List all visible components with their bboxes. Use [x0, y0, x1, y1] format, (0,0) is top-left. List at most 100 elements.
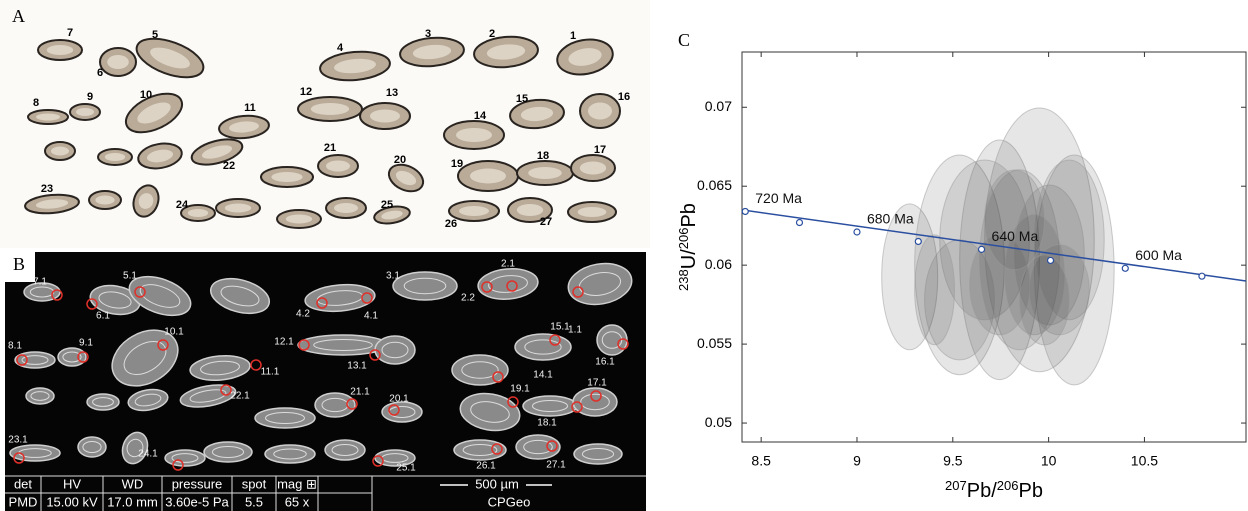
grain-core — [46, 45, 74, 55]
grain-core — [334, 58, 376, 74]
spot-label: 2.2 — [461, 293, 475, 304]
spot-label: 22.1 — [230, 391, 250, 402]
y-tick-label: 0.06 — [705, 256, 732, 272]
cl-grain — [392, 271, 458, 301]
grain-core — [326, 160, 350, 172]
error-ellipse — [984, 169, 1045, 271]
analysis-spot — [388, 404, 400, 416]
age-marker — [1121, 264, 1129, 272]
spot-label: 3.1 — [386, 271, 400, 282]
plot-frame — [741, 51, 1247, 443]
age-marker — [914, 237, 922, 246]
cl-zoning — [220, 285, 260, 307]
grain-core — [528, 167, 562, 179]
grain-label: 15 — [516, 93, 528, 105]
info-value: PMD — [9, 494, 38, 509]
cl-grain — [453, 439, 507, 461]
grain-label: 5 — [152, 29, 158, 41]
info-value: 3.60e-5 Pa — [165, 494, 229, 509]
grain-core — [36, 113, 60, 121]
spot-label: 6.1 — [96, 311, 110, 322]
x-tick-label: 9.5 — [943, 453, 963, 469]
info-value: 17.0 mm — [107, 494, 158, 509]
error-ellipse — [1014, 184, 1085, 326]
info-header: mag ⊞ — [277, 476, 317, 491]
spot-label: 1.1 — [568, 325, 582, 336]
cl-grain — [374, 335, 416, 365]
x-axis-label: 207Pb/206Pb — [945, 478, 1043, 502]
cl-zoning — [62, 351, 82, 363]
grain-label: 19 — [451, 158, 463, 170]
analysis-spot — [134, 286, 146, 298]
scale-label-bg — [468, 477, 526, 493]
grain-core — [137, 102, 171, 124]
cl-grain — [57, 347, 87, 367]
cl-grain — [459, 392, 521, 432]
info-header: det — [14, 476, 32, 491]
age-marker — [741, 207, 749, 216]
grain-label: 21 — [324, 142, 336, 154]
spot-label: 24.1 — [138, 449, 158, 460]
grain-label: 27 — [540, 216, 552, 228]
analysis-spot — [372, 455, 384, 467]
analysis-spot — [172, 459, 184, 471]
grain-label: 14 — [474, 110, 487, 122]
spot-label: 12.1 — [274, 337, 294, 348]
grain-core — [370, 109, 400, 123]
grain-core — [470, 168, 506, 184]
x-tick-label: 10.5 — [1131, 453, 1158, 469]
cl-zoning — [581, 448, 615, 460]
grain-label: 18 — [537, 150, 549, 162]
cl-zoning — [189, 389, 227, 403]
error-ellipse — [1033, 154, 1115, 386]
cl-zoning — [488, 275, 528, 293]
spot-label: 27.1 — [546, 460, 566, 471]
error-ellipse — [1028, 244, 1090, 336]
spot-label: 14.1 — [533, 370, 553, 381]
cl-grain — [164, 449, 206, 467]
cl-zoning — [321, 397, 349, 413]
x-axis-label-part: 207 — [945, 478, 967, 493]
grain-core — [285, 214, 313, 224]
age-marker — [853, 228, 861, 236]
panel-b-label: B — [13, 254, 25, 274]
analysis-spot — [572, 286, 584, 298]
grain-core — [459, 206, 489, 216]
grain-core — [146, 149, 174, 163]
cl-grain — [374, 449, 416, 467]
grain-core — [381, 210, 403, 220]
grain-label: 13 — [386, 87, 398, 99]
grain-label: 26 — [445, 218, 457, 230]
cl-zoning — [470, 401, 510, 423]
error-ellipse — [1018, 254, 1070, 346]
error-ellipse — [1033, 159, 1105, 321]
grain-label: 8 — [33, 97, 39, 109]
grain-core — [579, 161, 607, 175]
spot-label: 15.1 — [550, 322, 570, 333]
cl-grain — [522, 395, 578, 417]
x-axis-label-part: Pb — [1018, 480, 1042, 502]
cl-grain — [128, 275, 192, 317]
cl-grain — [304, 283, 376, 313]
cl-zoning — [523, 439, 553, 455]
y-axis-label-part: 238 — [676, 269, 691, 291]
cl-zoning — [273, 448, 307, 460]
grain-core — [224, 203, 252, 213]
cl-zoning — [171, 453, 199, 463]
analysis-spot — [86, 298, 98, 310]
grain-label: 20 — [394, 154, 406, 166]
age-marker — [1198, 272, 1206, 280]
cl-grain — [203, 441, 253, 463]
panel-c-label: C — [678, 30, 690, 50]
cl-zoning — [265, 412, 305, 424]
analysis-spot — [157, 339, 169, 351]
info-value: 15.00 kV — [46, 494, 98, 509]
age-marker — [1046, 256, 1055, 265]
y-tick-label: 0.065 — [697, 177, 732, 193]
concordia-curve — [741, 209, 1247, 282]
analysis-spot — [16, 354, 28, 366]
info-header: HV — [63, 476, 81, 491]
grain-label: 17 — [594, 144, 606, 156]
grain-label: 2 — [489, 28, 495, 40]
